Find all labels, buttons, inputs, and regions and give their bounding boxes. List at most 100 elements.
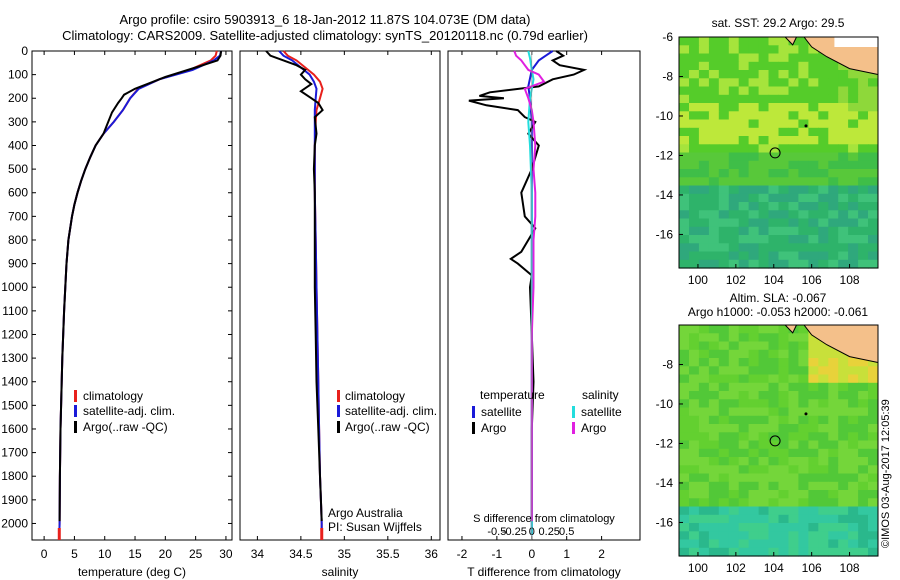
map-cell [818, 547, 829, 557]
map-cell [698, 432, 710, 442]
map-cell [838, 424, 849, 433]
map-cell [679, 415, 690, 425]
map-cell [718, 523, 730, 532]
map-cell [689, 399, 700, 409]
map-cell [778, 465, 789, 475]
map-cell [848, 136, 859, 145]
map-cell [838, 235, 849, 244]
legend-swatch [337, 421, 340, 433]
map-cell [748, 111, 760, 121]
map-cell [818, 432, 829, 442]
map-cell [858, 202, 869, 211]
map-cell [798, 531, 809, 541]
map-cell [848, 127, 859, 137]
x-tick-label: 25 [189, 547, 203, 561]
map-cell [698, 210, 710, 220]
map-cell [768, 465, 779, 475]
map-cell [728, 341, 740, 351]
x-tick-label: 2 [598, 547, 605, 561]
map-cell [689, 473, 700, 483]
map-cell [778, 119, 789, 129]
map-cell [748, 185, 760, 195]
map-cell [689, 498, 700, 508]
map-cell [768, 127, 779, 137]
map-cell [868, 514, 879, 524]
map-cell [689, 111, 700, 121]
map-cell [868, 358, 879, 367]
map-cell [738, 333, 750, 343]
map-cell [798, 202, 809, 211]
map-cell [828, 366, 839, 376]
map-cell [778, 185, 789, 195]
map-cell [838, 415, 849, 425]
map-cell [768, 481, 779, 491]
map-cell [868, 226, 879, 236]
map-cell [858, 136, 869, 145]
map-cell [828, 86, 839, 96]
map-cell [748, 61, 760, 71]
x-tick-label: 106 [802, 561, 822, 575]
map-cell [808, 210, 819, 220]
legend-label: satellite [581, 405, 622, 419]
map-cell [798, 103, 809, 112]
map-cell [848, 547, 859, 557]
map-cell [728, 523, 740, 532]
map-cell [738, 259, 750, 269]
map-cell [689, 70, 700, 79]
y-tick-label: 100 [8, 68, 28, 82]
map-cell [708, 514, 720, 524]
map-cell [718, 440, 730, 450]
map-cell [698, 366, 710, 376]
map-cell [728, 325, 740, 334]
map-cell [788, 218, 799, 228]
map-cell [748, 218, 760, 228]
map-cell [738, 202, 750, 211]
map-cell [748, 448, 760, 458]
map-cell [848, 86, 859, 96]
map-cell [728, 78, 740, 88]
map-cell [798, 185, 809, 195]
map-cell [748, 243, 760, 253]
map-cell [848, 358, 859, 367]
map-cell [828, 349, 839, 359]
map-title: Altim. SLA: -0.067 [730, 291, 827, 305]
map-cell [748, 358, 760, 367]
map-cell [679, 70, 690, 79]
map-cell [748, 53, 760, 63]
map-cell [689, 127, 700, 137]
map-cell [768, 243, 779, 253]
map-cell [679, 37, 690, 46]
map-cell [818, 53, 829, 63]
map-cell [718, 226, 730, 236]
legend-swatch [572, 422, 575, 434]
map-cell [679, 391, 690, 400]
s-tick-label: 0.25 [539, 526, 560, 538]
map-cell [868, 473, 879, 483]
map-cell [868, 448, 879, 458]
map-cell [738, 407, 750, 417]
map-cell [838, 169, 849, 178]
legend-swatch [74, 390, 77, 402]
map-cell [758, 490, 770, 499]
header: Argo profile: csiro 5903913_6 18-Jan-201… [0, 12, 650, 44]
map-cell [838, 103, 849, 112]
map-cell [748, 382, 760, 392]
map-cell [828, 103, 839, 112]
map-cell [718, 78, 730, 88]
map-cell [768, 177, 779, 187]
map-cell [838, 78, 849, 88]
map-cell [798, 366, 809, 376]
header-subtitle: Climatology: CARS2009. Satellite-adjuste… [62, 28, 588, 43]
map-cell [818, 498, 829, 508]
map-cell [679, 251, 690, 261]
map-cell [718, 53, 730, 63]
map-cell [679, 531, 690, 541]
map-cell [788, 251, 799, 261]
map-cell [808, 193, 819, 203]
map-cell [818, 539, 829, 549]
map-cell [868, 407, 879, 417]
map-cell [838, 407, 849, 417]
map-cell [748, 415, 760, 425]
y-tick-label: 400 [8, 138, 28, 152]
map-cell [758, 498, 770, 508]
